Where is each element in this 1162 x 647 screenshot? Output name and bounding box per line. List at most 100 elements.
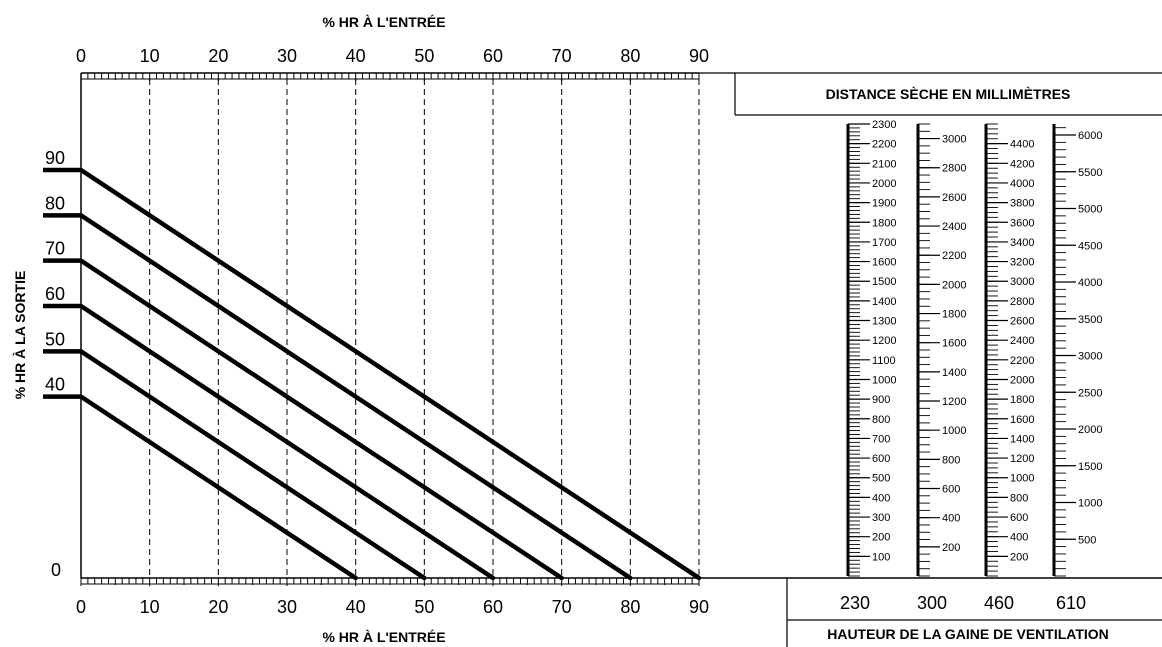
scale-label-230-1700: 1700 xyxy=(872,237,896,249)
scale-label-300-2000: 2000 xyxy=(942,279,966,291)
scale-label-460-2600: 2600 xyxy=(1010,316,1034,328)
bottom-tick-label-30: 30 xyxy=(277,597,297,617)
scale-label-460-3200: 3200 xyxy=(1010,257,1034,269)
top-tick-label-30: 30 xyxy=(277,46,297,66)
scale-label-230-600: 600 xyxy=(872,453,890,465)
grid-layer xyxy=(149,79,700,578)
scale-label-610-5000: 5000 xyxy=(1078,204,1102,216)
scale-label-610-6000: 6000 xyxy=(1078,130,1102,142)
scale-label-460-3400: 3400 xyxy=(1010,237,1034,249)
scale-label-300-200: 200 xyxy=(942,542,960,554)
rh-line-80 xyxy=(78,213,633,581)
outlet-rh-label-40: 40 xyxy=(45,375,65,395)
scale-label-230-1500: 1500 xyxy=(872,276,896,288)
scale-label-610-4000: 4000 xyxy=(1078,277,1102,289)
scale-label-300-800: 800 xyxy=(942,454,960,466)
rh-line-70 xyxy=(78,258,564,581)
top-tick-label-10: 10 xyxy=(140,46,160,66)
outlet-rh-label-50: 50 xyxy=(45,329,65,349)
outlet-rh-label-80: 80 xyxy=(45,193,65,213)
bottom-tick-label-20: 20 xyxy=(208,597,228,617)
scale-label-460-2000: 2000 xyxy=(1010,374,1034,386)
outlet-rh-label-70: 70 xyxy=(45,239,65,259)
scale-label-230-700: 700 xyxy=(872,433,890,445)
bottom-tick-label-40: 40 xyxy=(346,597,366,617)
scale-label-610-1000: 1000 xyxy=(1078,498,1102,510)
scale-label-300-2400: 2400 xyxy=(942,221,966,233)
scale-label-300-1600: 1600 xyxy=(942,338,966,350)
scale-label-230-400: 400 xyxy=(872,492,890,504)
top-tick-label-90: 90 xyxy=(689,46,709,66)
scale-label-230-500: 500 xyxy=(872,473,890,485)
scale-label-300-400: 400 xyxy=(942,513,960,525)
y-axis-title: % HR À LA SORTIE xyxy=(12,271,28,400)
scale-label-300-2600: 2600 xyxy=(942,192,966,204)
outlet-rh-label-90: 90 xyxy=(45,148,65,168)
scale-label-460-2200: 2200 xyxy=(1010,355,1034,367)
scale-label-230-2200: 2200 xyxy=(872,139,896,151)
bottom-tick-label-90: 90 xyxy=(689,597,709,617)
top-tick-label-60: 60 xyxy=(483,46,503,66)
right-panel: DISTANCE SÈCHE EN MILLIMÈTRES HAUTEUR DE… xyxy=(734,72,1162,647)
scale-label-460-4000: 4000 xyxy=(1010,178,1034,190)
bottom-tick-label-0: 0 xyxy=(76,597,86,617)
scale-label-300-2800: 2800 xyxy=(942,163,966,175)
top-tick-label-20: 20 xyxy=(208,46,228,66)
distance-title: DISTANCE SÈCHE EN MILLIMÈTRES xyxy=(826,86,1071,102)
duct-height-230: 230 xyxy=(840,593,870,613)
scale-label-460-800: 800 xyxy=(1010,492,1028,504)
scale-label-300-3000: 3000 xyxy=(942,134,966,146)
scale-label-230-1000: 1000 xyxy=(872,374,896,386)
scale-label-460-4200: 4200 xyxy=(1010,158,1034,170)
scale-label-460-1400: 1400 xyxy=(1010,433,1034,445)
scale-label-460-3800: 3800 xyxy=(1010,198,1034,210)
series-layer xyxy=(43,167,702,581)
scale-label-230-900: 900 xyxy=(872,394,890,406)
scale-label-460-4400: 4400 xyxy=(1010,139,1034,151)
scale-label-460-1000: 1000 xyxy=(1010,473,1034,485)
scale-label-230-1400: 1400 xyxy=(872,296,896,308)
scale-label-610-2000: 2000 xyxy=(1078,424,1102,436)
duct-height-title: HAUTEUR DE LA GAINE DE VENTILATION xyxy=(827,626,1109,642)
scale-label-230-2000: 2000 xyxy=(872,178,896,190)
top-tick-label-70: 70 xyxy=(552,46,572,66)
scale-label-460-600: 600 xyxy=(1010,512,1028,524)
scale-label-230-200: 200 xyxy=(872,532,890,544)
scale-label-460-2800: 2800 xyxy=(1010,296,1034,308)
scale-label-460-3600: 3600 xyxy=(1010,217,1034,229)
scale-label-230-1600: 1600 xyxy=(872,257,896,269)
scale-label-300-1400: 1400 xyxy=(942,367,966,379)
scale-label-230-1900: 1900 xyxy=(872,198,896,210)
top-tick-label-40: 40 xyxy=(346,46,366,66)
rh-line-40 xyxy=(78,394,358,581)
scale-label-460-3000: 3000 xyxy=(1010,276,1034,288)
scale-label-610-4500: 4500 xyxy=(1078,240,1102,252)
bottom-tick-label-70: 70 xyxy=(552,597,572,617)
scale-label-300-1000: 1000 xyxy=(942,425,966,437)
scale-label-230-300: 300 xyxy=(872,512,890,524)
bottom-tick-label-80: 80 xyxy=(620,597,640,617)
top-tick-label-0: 0 xyxy=(76,46,86,66)
outlet-rh-label-0: 0 xyxy=(51,560,61,580)
top-tick-label-80: 80 xyxy=(620,46,640,66)
scale-label-460-1200: 1200 xyxy=(1010,453,1034,465)
bottom-tick-label-10: 10 xyxy=(140,597,160,617)
scale-label-300-1200: 1200 xyxy=(942,396,966,408)
scale-label-460-1600: 1600 xyxy=(1010,414,1034,426)
scale-label-300-600: 600 xyxy=(942,484,960,496)
scale-label-610-1500: 1500 xyxy=(1078,461,1102,473)
scale-label-300-1800: 1800 xyxy=(942,309,966,321)
scale-label-230-100: 100 xyxy=(872,551,890,563)
top-tick-label-50: 50 xyxy=(414,46,434,66)
scale-label-610-500: 500 xyxy=(1078,534,1096,546)
top-x-axis-title: % HR À L'ENTRÉE xyxy=(322,14,445,30)
rh-line-50 xyxy=(78,349,427,581)
axis-layer: 0010102020303040405050606070708080909090… xyxy=(45,46,1162,617)
scale-label-230-1300: 1300 xyxy=(872,316,896,328)
scale-label-460-2400: 2400 xyxy=(1010,335,1034,347)
outlet-rh-label-60: 60 xyxy=(45,284,65,304)
scale-label-460-200: 200 xyxy=(1010,551,1028,563)
scale-label-460-400: 400 xyxy=(1010,532,1028,544)
